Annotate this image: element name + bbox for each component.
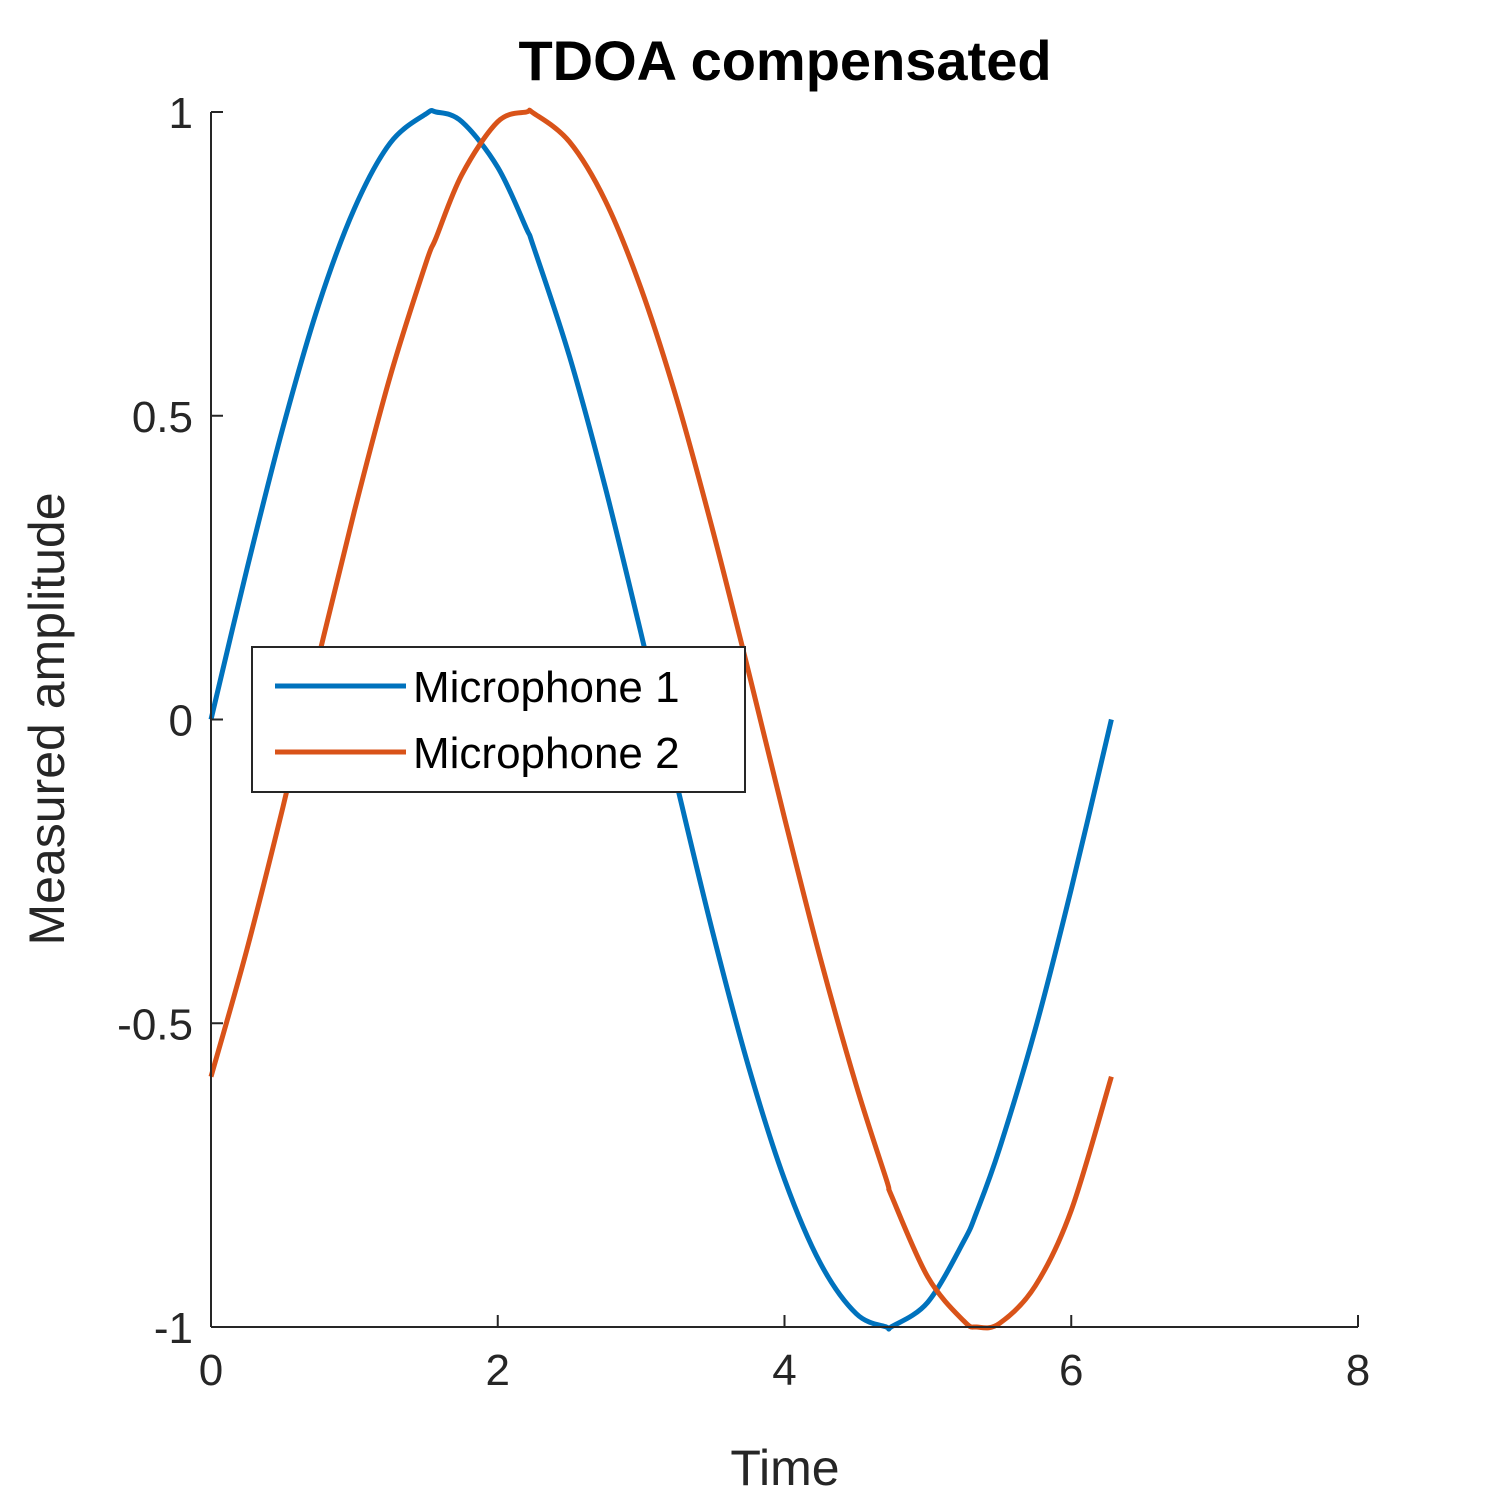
- y-tick-label: 0: [169, 697, 193, 746]
- y-tick-label: -1: [154, 1304, 193, 1353]
- x-tick-label: 8: [1346, 1346, 1370, 1395]
- legend: Microphone 1 Microphone 2: [251, 646, 746, 793]
- x-tick-label: 4: [772, 1346, 796, 1395]
- chart-title: TDOA compensated: [518, 29, 1051, 92]
- legend-label-microphone-1: Microphone 1: [413, 663, 680, 712]
- y-tick-label: -0.5: [117, 1000, 193, 1049]
- series-line-microphone-2: [208, 107, 1114, 1331]
- x-tick-label: 6: [1059, 1346, 1083, 1395]
- x-tick-label: 2: [486, 1346, 510, 1395]
- y-axis-label: Measured amplitude: [19, 492, 75, 945]
- x-tick-label: 0: [199, 1346, 223, 1395]
- legend-box: [251, 646, 746, 793]
- y-tick-label: 1: [169, 89, 193, 138]
- y-tick-label: 0.5: [132, 393, 193, 442]
- legend-label-microphone-2: Microphone 2: [413, 729, 680, 778]
- x-ticks: 0 2 4 6 8: [199, 1315, 1370, 1395]
- x-axis-label: Time: [730, 1440, 839, 1496]
- y-ticks: -1 -0.5 0 0.5 1: [117, 89, 223, 1353]
